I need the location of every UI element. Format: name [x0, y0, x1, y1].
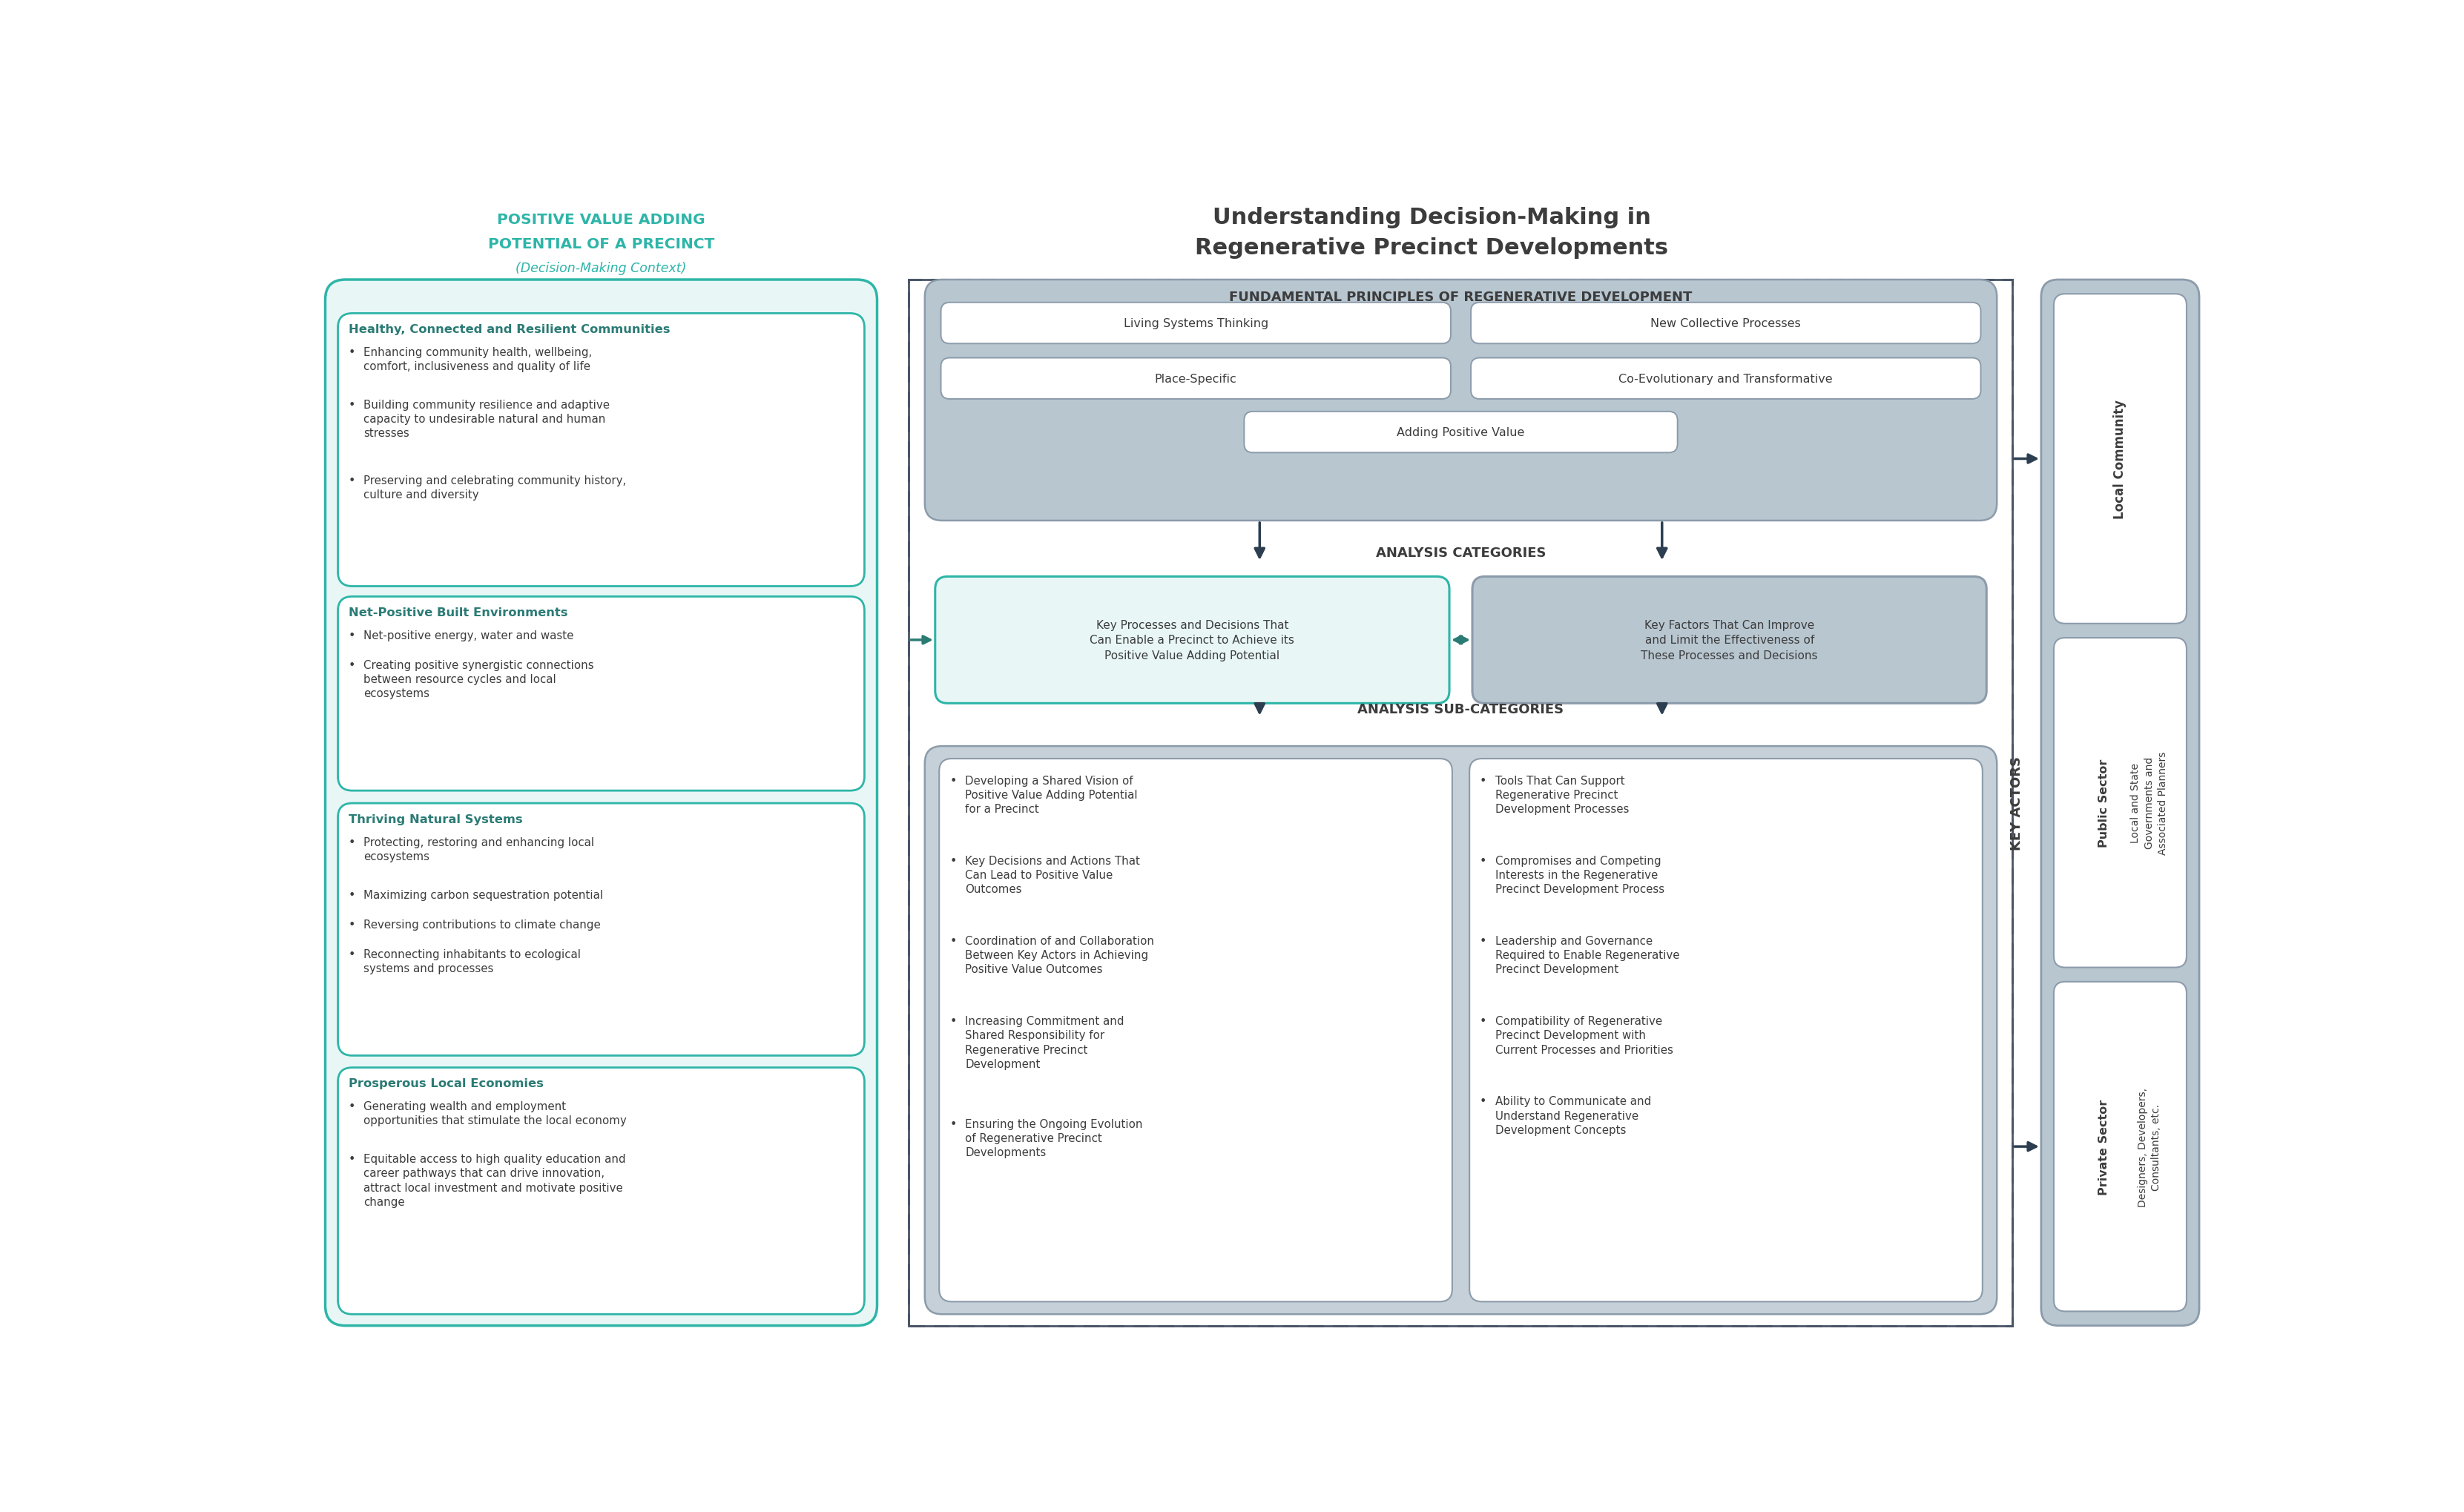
Bar — [909, 280, 2013, 1326]
Text: Generating wealth and employment
opportunities that stimulate the local economy: Generating wealth and employment opportu… — [365, 1101, 626, 1126]
FancyBboxPatch shape — [338, 803, 865, 1055]
FancyBboxPatch shape — [924, 747, 1996, 1314]
Text: •: • — [347, 631, 355, 641]
FancyBboxPatch shape — [2055, 295, 2186, 624]
Text: Local Community: Local Community — [2114, 399, 2126, 519]
Text: •: • — [347, 836, 355, 848]
Text: •: • — [347, 475, 355, 485]
Text: Net-positive energy, water and waste: Net-positive energy, water and waste — [365, 631, 574, 641]
FancyBboxPatch shape — [936, 578, 1449, 703]
Text: Understanding Decision-Making in: Understanding Decision-Making in — [1212, 207, 1651, 228]
FancyBboxPatch shape — [924, 280, 1996, 522]
Text: Designers, Developers,
Consultants, etc.: Designers, Developers, Consultants, etc. — [2136, 1087, 2161, 1207]
Text: Compatibility of Regenerative
Precinct Development with
Current Processes and Pr: Compatibility of Regenerative Precinct D… — [1496, 1016, 1673, 1055]
Text: •: • — [1481, 776, 1486, 786]
Text: Key Decisions and Actions That
Can Lead to Positive Value
Outcomes: Key Decisions and Actions That Can Lead … — [966, 856, 1141, 895]
Text: •: • — [1481, 856, 1486, 866]
Text: •: • — [347, 889, 355, 900]
Text: Healthy, Connected and Resilient Communities: Healthy, Connected and Resilient Communi… — [347, 324, 670, 336]
Text: Local and State
Governments and
Associated Planners: Local and State Governments and Associat… — [2131, 751, 2168, 854]
Text: Increasing Commitment and
Shared Responsibility for
Regenerative Precinct
Develo: Increasing Commitment and Shared Respons… — [966, 1016, 1124, 1069]
Text: Equitable access to high quality education and
career pathways that can drive in: Equitable access to high quality educati… — [365, 1154, 626, 1207]
Text: Co-Evolutionary and Transformative: Co-Evolutionary and Transformative — [1619, 373, 1833, 384]
Text: Key Factors That Can Improve
and Limit the Effectiveness of
These Processes and : Key Factors That Can Improve and Limit t… — [1641, 620, 1818, 661]
Text: Prosperous Local Economies: Prosperous Local Economies — [347, 1078, 542, 1089]
Text: •: • — [347, 346, 355, 358]
FancyBboxPatch shape — [1471, 358, 1981, 399]
Text: •: • — [1481, 936, 1486, 947]
Text: Creating positive synergistic connections
between resource cycles and local
ecos: Creating positive synergistic connection… — [365, 659, 594, 699]
Text: Coordination of and Collaboration
Between Key Actors in Achieving
Positive Value: Coordination of and Collaboration Betwee… — [966, 936, 1153, 975]
FancyBboxPatch shape — [338, 314, 865, 587]
FancyBboxPatch shape — [2055, 981, 2186, 1311]
Text: •: • — [949, 1119, 956, 1129]
Text: •: • — [347, 1101, 355, 1111]
Text: Reversing contributions to climate change: Reversing contributions to climate chang… — [365, 919, 601, 930]
Text: Enhancing community health, wellbeing,
comfort, inclusiveness and quality of lif: Enhancing community health, wellbeing, c… — [365, 346, 591, 372]
FancyBboxPatch shape — [941, 358, 1451, 399]
Text: Building community resilience and adaptive
capacity to undesirable natural and h: Building community resilience and adapti… — [365, 399, 611, 438]
Text: •: • — [347, 919, 355, 930]
FancyBboxPatch shape — [941, 302, 1451, 345]
Text: POSITIVE VALUE ADDING: POSITIVE VALUE ADDING — [498, 213, 705, 227]
Text: ANALYSIS SUB-CATEGORIES: ANALYSIS SUB-CATEGORIES — [1358, 703, 1565, 717]
Text: Ensuring the Ongoing Evolution
of Regenerative Precinct
Developments: Ensuring the Ongoing Evolution of Regene… — [966, 1119, 1143, 1158]
Text: Reconnecting inhabitants to ecological
systems and processes: Reconnecting inhabitants to ecological s… — [365, 948, 582, 974]
Text: Thriving Natural Systems: Thriving Natural Systems — [347, 813, 522, 826]
Text: •: • — [949, 936, 956, 947]
FancyBboxPatch shape — [338, 1067, 865, 1314]
Text: Living Systems Thinking: Living Systems Thinking — [1124, 318, 1269, 330]
Text: Protecting, restoring and enhancing local
ecosystems: Protecting, restoring and enhancing loca… — [365, 836, 594, 862]
Text: •: • — [949, 1016, 956, 1027]
FancyBboxPatch shape — [338, 597, 865, 791]
Text: Regenerative Precinct Developments: Regenerative Precinct Developments — [1195, 237, 1668, 259]
FancyBboxPatch shape — [939, 759, 1451, 1302]
Text: Maximizing carbon sequestration potential: Maximizing carbon sequestration potentia… — [365, 889, 604, 900]
Text: Leadership and Governance
Required to Enable Regenerative
Precinct Development: Leadership and Governance Required to En… — [1496, 936, 1680, 975]
Text: •: • — [949, 776, 956, 786]
Text: Place-Specific: Place-Specific — [1156, 373, 1237, 384]
Text: •: • — [1481, 1096, 1486, 1107]
Text: •: • — [347, 399, 355, 411]
Text: Ability to Communicate and
Understand Regenerative
Development Concepts: Ability to Communicate and Understand Re… — [1496, 1096, 1651, 1136]
Text: Private Sector: Private Sector — [2099, 1099, 2109, 1194]
FancyBboxPatch shape — [1469, 759, 1984, 1302]
Text: •: • — [1481, 1016, 1486, 1027]
Text: Tools That Can Support
Regenerative Precinct
Development Processes: Tools That Can Support Regenerative Prec… — [1496, 776, 1629, 815]
Text: •: • — [949, 856, 956, 866]
Text: Compromises and Competing
Interests in the Regenerative
Precinct Development Pro: Compromises and Competing Interests in t… — [1496, 856, 1666, 895]
Text: POTENTIAL OF A PRECINCT: POTENTIAL OF A PRECINCT — [488, 237, 715, 251]
Text: •: • — [347, 659, 355, 671]
FancyBboxPatch shape — [1473, 578, 1986, 703]
FancyBboxPatch shape — [1471, 302, 1981, 345]
Text: Public Sector: Public Sector — [2099, 759, 2109, 847]
Text: ANALYSIS CATEGORIES: ANALYSIS CATEGORIES — [1375, 546, 1545, 559]
FancyBboxPatch shape — [2040, 280, 2200, 1326]
FancyBboxPatch shape — [325, 280, 877, 1326]
FancyBboxPatch shape — [2055, 638, 2186, 968]
Text: •: • — [347, 1154, 355, 1164]
Text: KEY ACTORS: KEY ACTORS — [2011, 756, 2023, 850]
Text: Preserving and celebrating community history,
culture and diversity: Preserving and celebrating community his… — [365, 475, 626, 500]
Text: (Decision-Making Context): (Decision-Making Context) — [515, 262, 687, 275]
Text: •: • — [347, 948, 355, 960]
FancyBboxPatch shape — [1244, 411, 1678, 454]
Text: Key Processes and Decisions That
Can Enable a Precinct to Achieve its
Positive V: Key Processes and Decisions That Can Ena… — [1089, 620, 1294, 661]
Text: New Collective Processes: New Collective Processes — [1651, 318, 1801, 330]
Bar — [909, 280, 2013, 1326]
Text: Net-Positive Built Environments: Net-Positive Built Environments — [347, 608, 567, 618]
Text: Developing a Shared Vision of
Positive Value Adding Potential
for a Precinct: Developing a Shared Vision of Positive V… — [966, 776, 1138, 815]
Text: Adding Positive Value: Adding Positive Value — [1397, 426, 1525, 438]
Text: FUNDAMENTAL PRINCIPLES OF REGENERATIVE DEVELOPMENT: FUNDAMENTAL PRINCIPLES OF REGENERATIVE D… — [1230, 290, 1693, 304]
